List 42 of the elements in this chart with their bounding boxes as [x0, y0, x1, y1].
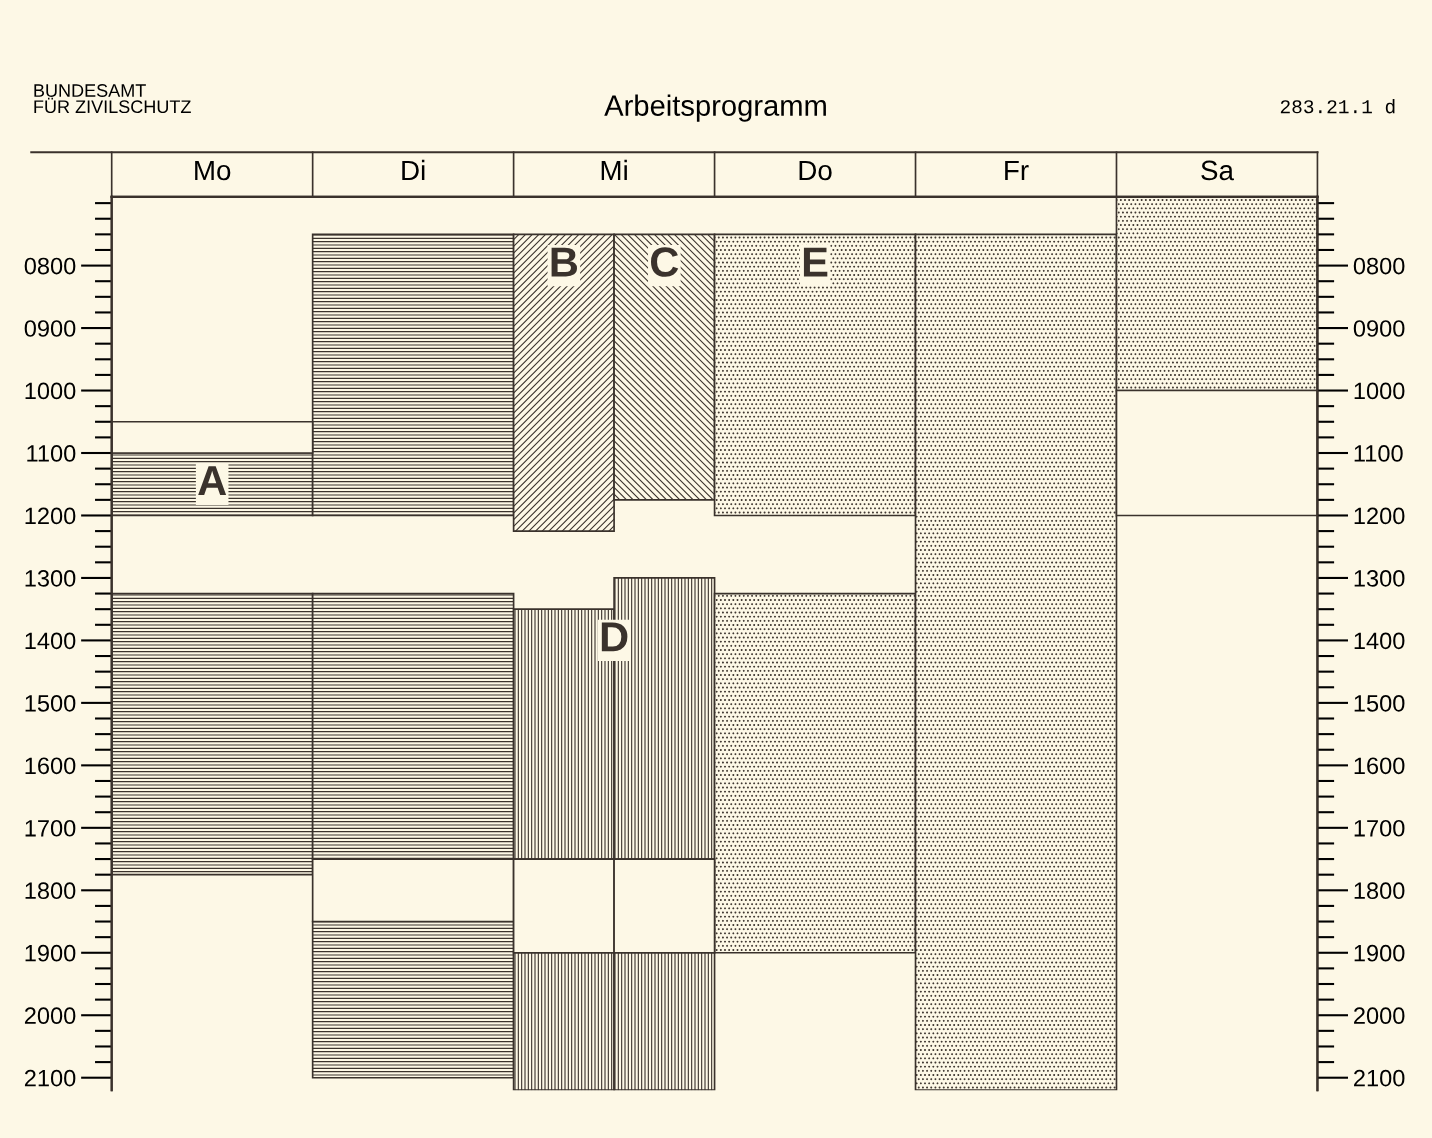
y-tick-label: 1500 [25, 694, 76, 712]
y2-tick-label: 1000 [1354, 382, 1405, 400]
y2-tick-label: 1600 [1354, 757, 1405, 775]
y2-tick-label: 1300 [1354, 570, 1405, 587]
y-tick-label: 1300 [25, 570, 76, 587]
y2-tick-label: 1700 [1354, 819, 1405, 837]
y-tick-label: 2100 [24, 1069, 76, 1087]
y2-tick-label: 0900 [1353, 320, 1405, 337]
y2-tick-label: 1400 [1354, 632, 1405, 650]
y-tick-label: 0800 [24, 257, 76, 275]
y2-tick-label: 1900 [1354, 944, 1405, 962]
y2-tick-label: 1500 [1354, 694, 1405, 712]
y2-tick-label: 2100 [1354, 1069, 1405, 1087]
y-tick-label: 1000 [25, 382, 76, 400]
y-tick-label: 1600 [25, 757, 76, 775]
y2-tick-label: 2000 [1354, 1007, 1405, 1025]
series-label: A [198, 466, 227, 496]
y2-tick-label: 0800 [1353, 257, 1405, 275]
y-tick-label: 1900 [25, 944, 76, 962]
y-tick-label: 0900 [24, 320, 76, 337]
y-tick-label: 1100 [27, 445, 76, 462]
x-tick-label: Fr [1005, 160, 1029, 180]
text: BUNDESAMT FÜR ZIVILSCHUTZ [34, 84, 191, 114]
chart-title: Arbeitsprogramm [604, 94, 826, 122]
x-tick-label: Mo [195, 160, 231, 181]
x-tick-label: Sa [1201, 160, 1234, 181]
x-tick-label: Do [799, 160, 832, 181]
y-tick-label: 1700 [25, 819, 76, 837]
y2-tick-label: 1100 [1354, 445, 1403, 462]
y2-tick-label: 1200 [1354, 507, 1405, 525]
series-label: E [803, 247, 828, 277]
y-tick-label: 1200 [25, 507, 76, 525]
series-label: D [601, 622, 628, 652]
y-tick-label: 1400 [25, 632, 76, 650]
series-label: C [651, 247, 679, 277]
text: 283.21.1 d [1280, 99, 1395, 114]
x-tick-label: Mi [601, 159, 627, 180]
x-tick-label: Di [402, 159, 425, 180]
y2-tick-label: 1800 [1354, 882, 1405, 900]
y-tick-label: 1800 [25, 882, 76, 900]
series-label: B [551, 247, 577, 277]
y-tick-label: 2000 [24, 1007, 76, 1025]
